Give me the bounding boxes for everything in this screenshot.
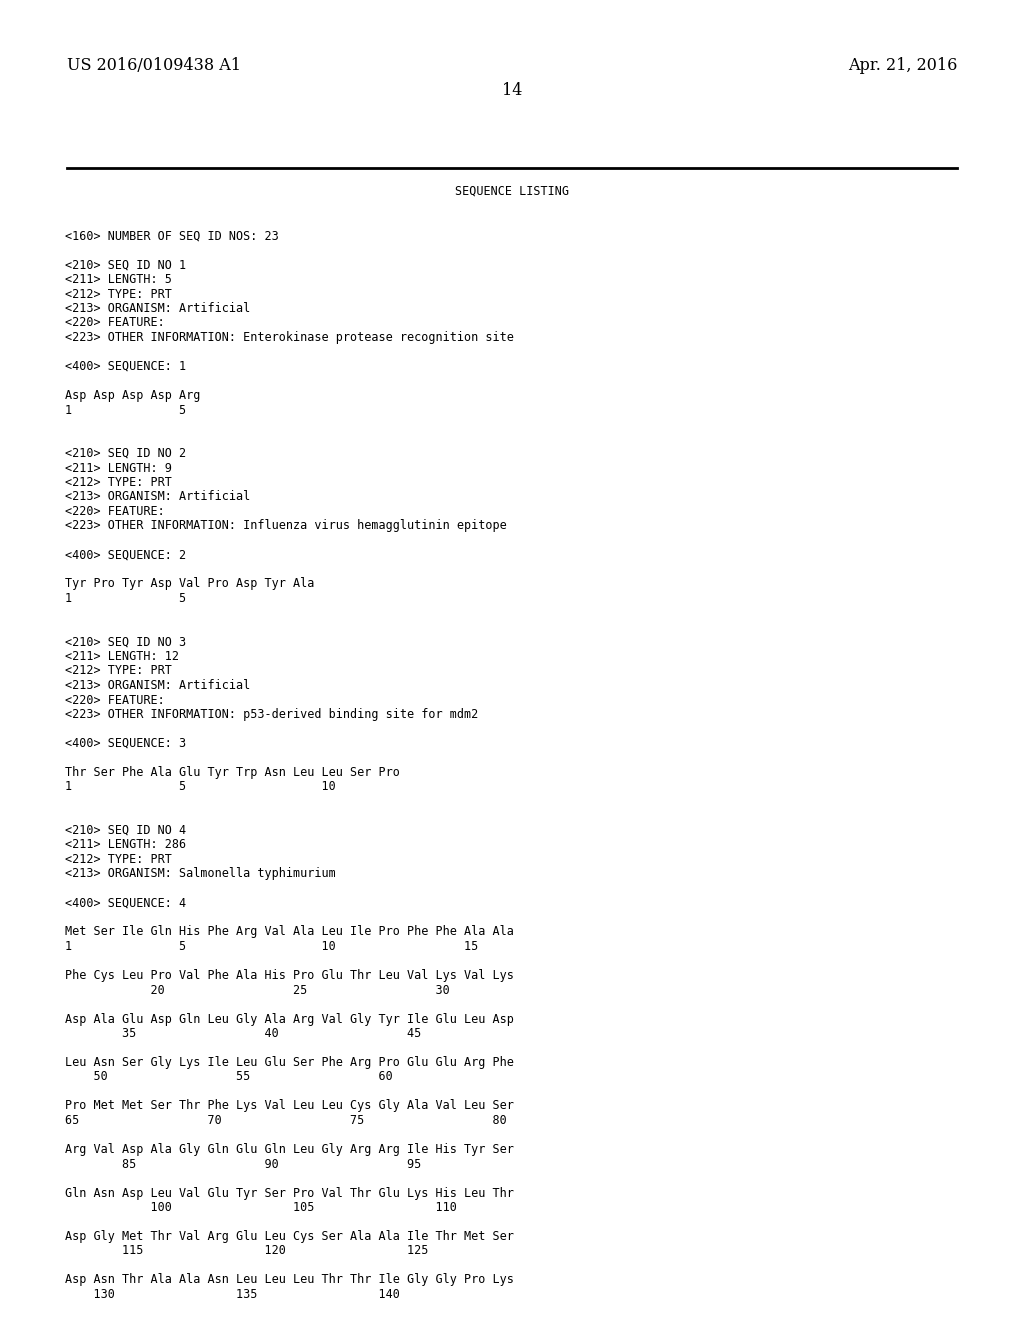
Text: <400> SEQUENCE: 1: <400> SEQUENCE: 1 [65,360,186,374]
Text: 115                 120                 125: 115 120 125 [65,1245,428,1258]
Text: <210> SEQ ID NO 3: <210> SEQ ID NO 3 [65,635,186,648]
Text: Met Ser Ile Gln His Phe Arg Val Ala Leu Ile Pro Phe Phe Ala Ala: Met Ser Ile Gln His Phe Arg Val Ala Leu … [65,925,514,939]
Text: 85                  90                  95: 85 90 95 [65,1158,421,1171]
Text: 35                  40                  45: 35 40 45 [65,1027,421,1040]
Text: 1               5                   10: 1 5 10 [65,780,336,793]
Text: <223> OTHER INFORMATION: p53-derived binding site for mdm2: <223> OTHER INFORMATION: p53-derived bin… [65,708,478,721]
Text: Asp Ala Glu Asp Gln Leu Gly Ala Arg Val Gly Tyr Ile Glu Leu Asp: Asp Ala Glu Asp Gln Leu Gly Ala Arg Val … [65,1012,514,1026]
Text: <213> ORGANISM: Artificial: <213> ORGANISM: Artificial [65,491,250,503]
Text: <213> ORGANISM: Artificial: <213> ORGANISM: Artificial [65,678,250,692]
Text: 1               5: 1 5 [65,404,186,417]
Text: Leu Asn Ser Gly Lys Ile Leu Glu Ser Phe Arg Pro Glu Glu Arg Phe: Leu Asn Ser Gly Lys Ile Leu Glu Ser Phe … [65,1056,514,1069]
Text: 14: 14 [502,82,522,99]
Text: Thr Ser Phe Ala Glu Tyr Trp Asn Leu Leu Ser Pro: Thr Ser Phe Ala Glu Tyr Trp Asn Leu Leu … [65,766,400,779]
Text: <220> FEATURE:: <220> FEATURE: [65,506,165,517]
Text: <212> TYPE: PRT: <212> TYPE: PRT [65,477,172,488]
Text: SEQUENCE LISTING: SEQUENCE LISTING [455,185,569,198]
Text: Asp Asp Asp Asp Arg: Asp Asp Asp Asp Arg [65,389,201,403]
Text: 65                  70                  75                  80: 65 70 75 80 [65,1114,507,1127]
Text: <211> LENGTH: 5: <211> LENGTH: 5 [65,273,172,286]
Text: <223> OTHER INFORMATION: Influenza virus hemagglutinin epitope: <223> OTHER INFORMATION: Influenza virus… [65,520,507,532]
Text: <211> LENGTH: 9: <211> LENGTH: 9 [65,462,172,474]
Text: Gln Asn Asp Leu Val Glu Tyr Ser Pro Val Thr Glu Lys His Leu Thr: Gln Asn Asp Leu Val Glu Tyr Ser Pro Val … [65,1187,514,1200]
Text: <400> SEQUENCE: 3: <400> SEQUENCE: 3 [65,737,186,750]
Text: <213> ORGANISM: Salmonella typhimurium: <213> ORGANISM: Salmonella typhimurium [65,867,336,880]
Text: <212> TYPE: PRT: <212> TYPE: PRT [65,664,172,677]
Text: 100                 105                 110: 100 105 110 [65,1201,457,1214]
Text: <160> NUMBER OF SEQ ID NOS: 23: <160> NUMBER OF SEQ ID NOS: 23 [65,230,279,243]
Text: <210> SEQ ID NO 4: <210> SEQ ID NO 4 [65,824,186,837]
Text: 50                  55                  60: 50 55 60 [65,1071,393,1084]
Text: US 2016/0109438 A1: US 2016/0109438 A1 [67,57,241,74]
Text: Apr. 21, 2016: Apr. 21, 2016 [848,57,957,74]
Text: Asp Gly Met Thr Val Arg Glu Leu Cys Ser Ala Ala Ile Thr Met Ser: Asp Gly Met Thr Val Arg Glu Leu Cys Ser … [65,1230,514,1243]
Text: <212> TYPE: PRT: <212> TYPE: PRT [65,288,172,301]
Text: Pro Met Met Ser Thr Phe Lys Val Leu Leu Cys Gly Ala Val Leu Ser: Pro Met Met Ser Thr Phe Lys Val Leu Leu … [65,1100,514,1113]
Text: <220> FEATURE:: <220> FEATURE: [65,693,165,706]
Text: <212> TYPE: PRT: <212> TYPE: PRT [65,853,172,866]
Text: <210> SEQ ID NO 1: <210> SEQ ID NO 1 [65,259,186,272]
Text: 1               5                   10                  15: 1 5 10 15 [65,940,478,953]
Text: Asp Asn Thr Ala Ala Asn Leu Leu Leu Thr Thr Ile Gly Gly Pro Lys: Asp Asn Thr Ala Ala Asn Leu Leu Leu Thr … [65,1274,514,1287]
Text: Phe Cys Leu Pro Val Phe Ala His Pro Glu Thr Leu Val Lys Val Lys: Phe Cys Leu Pro Val Phe Ala His Pro Glu … [65,969,514,982]
Text: <400> SEQUENCE: 4: <400> SEQUENCE: 4 [65,896,186,909]
Text: <223> OTHER INFORMATION: Enterokinase protease recognition site: <223> OTHER INFORMATION: Enterokinase pr… [65,331,514,345]
Text: 20                  25                  30: 20 25 30 [65,983,450,997]
Text: <211> LENGTH: 286: <211> LENGTH: 286 [65,838,186,851]
Text: <400> SEQUENCE: 2: <400> SEQUENCE: 2 [65,549,186,561]
Text: Arg Val Asp Ala Gly Gln Glu Gln Leu Gly Arg Arg Ile His Tyr Ser: Arg Val Asp Ala Gly Gln Glu Gln Leu Gly … [65,1143,514,1156]
Text: 1               5: 1 5 [65,591,186,605]
Text: <210> SEQ ID NO 2: <210> SEQ ID NO 2 [65,447,186,459]
Text: Tyr Pro Tyr Asp Val Pro Asp Tyr Ala: Tyr Pro Tyr Asp Val Pro Asp Tyr Ala [65,578,314,590]
Text: <220> FEATURE:: <220> FEATURE: [65,317,165,330]
Text: <211> LENGTH: 12: <211> LENGTH: 12 [65,649,179,663]
Text: 130                 135                 140: 130 135 140 [65,1288,400,1302]
Text: <213> ORGANISM: Artificial: <213> ORGANISM: Artificial [65,302,250,315]
